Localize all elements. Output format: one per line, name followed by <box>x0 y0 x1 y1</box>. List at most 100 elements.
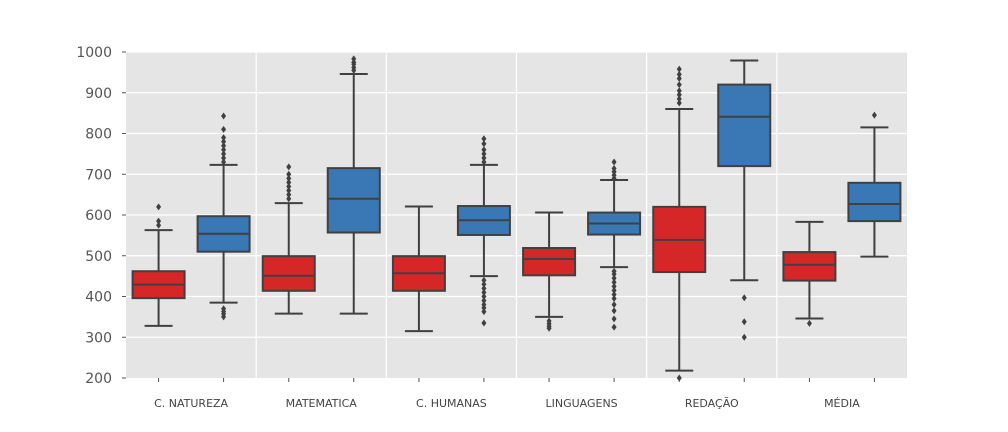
iqr-box <box>326 167 381 234</box>
outlier-point <box>676 81 682 89</box>
outlier-point <box>481 276 487 284</box>
outlier-point <box>481 158 487 166</box>
outlier-point <box>221 138 227 146</box>
outlier-point <box>611 307 617 315</box>
outlier-point <box>221 158 227 166</box>
outlier-point <box>221 112 227 120</box>
box-blue-3 <box>587 158 642 331</box>
outlier-point <box>286 191 292 199</box>
y-tick-label: 600 <box>85 208 112 224</box>
y-tick-label: 300 <box>85 330 112 346</box>
outlier-point <box>481 288 487 296</box>
outlier-point <box>481 280 487 288</box>
outlier-point <box>481 284 487 292</box>
y-tick-label: 800 <box>85 127 112 143</box>
box-red-1 <box>261 163 316 315</box>
outlier-point <box>676 95 682 103</box>
outlier-point <box>481 301 487 309</box>
outlier-point <box>611 301 617 309</box>
outlier-point <box>676 374 682 382</box>
x-category-label: C. NATUREZA <box>154 397 228 410</box>
outlier-point <box>611 274 617 282</box>
x-category-label: MÉDIA <box>824 397 860 410</box>
grid-lines <box>126 51 907 378</box>
outlier-point <box>286 178 292 186</box>
outlier-point <box>481 150 487 158</box>
outlier-point <box>611 282 617 290</box>
iqr-box <box>261 255 316 292</box>
outlier-point <box>286 187 292 195</box>
outlier-point <box>286 174 292 182</box>
iqr-box <box>847 181 902 223</box>
x-category-label: C. HUMANAS <box>416 397 487 410</box>
outlier-point <box>286 163 292 171</box>
outlier-point <box>481 297 487 305</box>
outlier-point <box>611 278 617 286</box>
box-blue-5 <box>847 111 902 258</box>
outlier-point <box>221 154 227 162</box>
outlier-point <box>676 87 682 95</box>
outlier-point <box>286 170 292 178</box>
outlier-point <box>611 165 617 173</box>
outlier-point <box>481 154 487 162</box>
outlier-point <box>611 315 617 323</box>
outlier-point <box>351 55 357 63</box>
outlier-point <box>156 203 162 211</box>
y-tick-label: 500 <box>85 249 112 265</box>
outlier-point <box>481 135 487 143</box>
y-axis: 200 300 400 500 600 700 800 900 1000 <box>76 45 126 387</box>
outlier-point <box>156 217 162 225</box>
box-red-0 <box>131 203 186 327</box>
outlier-point <box>741 318 747 326</box>
outlier-point <box>481 146 487 154</box>
outlier-point <box>871 111 877 119</box>
outlier-point <box>676 74 682 82</box>
box-red-5 <box>782 220 837 327</box>
x-category-label: LINGUAGENS <box>545 397 617 410</box>
outlier-point <box>481 293 487 300</box>
y-tick-label: 900 <box>85 86 112 102</box>
outlier-point <box>546 317 552 325</box>
outlier-point <box>481 308 487 316</box>
outlier-point <box>676 91 682 99</box>
outlier-point <box>221 125 227 133</box>
outlier-point <box>611 267 617 275</box>
outlier-point <box>156 221 162 229</box>
box-groups <box>131 55 902 382</box>
outlier-point <box>676 99 682 107</box>
y-tick-label: 700 <box>85 167 112 183</box>
iqr-box <box>717 83 772 168</box>
outlier-point <box>221 305 227 313</box>
outlier-point <box>611 323 617 331</box>
box-red-4 <box>652 65 707 382</box>
outlier-point <box>611 295 617 303</box>
outlier-point <box>611 286 617 294</box>
outlier-point <box>221 134 227 142</box>
box-red-3 <box>522 211 577 332</box>
outlier-point <box>286 195 292 203</box>
box-blue-0 <box>196 112 251 321</box>
box-blue-4 <box>717 59 772 341</box>
iqr-box <box>522 247 577 277</box>
outlier-point <box>611 290 617 298</box>
box-red-2 <box>391 205 446 333</box>
outlier-point <box>481 140 487 148</box>
x-category-label: MATEMATICA <box>286 397 358 410</box>
outlier-point <box>221 146 227 154</box>
outlier-point <box>611 158 617 166</box>
x-axis: C. NATUREZA MATEMATICA C. HUMANAS LINGUAGEN… <box>154 378 875 410</box>
outlier-point <box>221 142 227 150</box>
outlier-point <box>741 333 747 341</box>
y-tick-label: 1000 <box>76 45 112 61</box>
outlier-point <box>221 150 227 158</box>
outlier-point <box>676 70 682 78</box>
y-tick-label: 200 <box>85 371 112 387</box>
outlier-point <box>806 319 812 327</box>
y-tick-label: 400 <box>85 290 112 306</box>
outlier-point <box>676 65 682 73</box>
iqr-box <box>782 251 837 282</box>
outlier-point <box>286 182 292 190</box>
box-blue-2 <box>456 135 511 327</box>
outlier-point <box>741 294 747 302</box>
